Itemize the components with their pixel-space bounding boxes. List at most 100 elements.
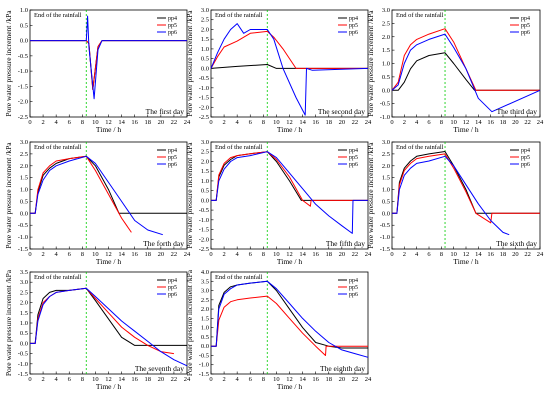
x-axis-label: Time / h [453,257,478,266]
plot-frame [29,9,188,118]
legend-label-pp6: pp6 [349,292,358,298]
legend-label-pp4: pp4 [349,278,358,284]
y-tick-label: -2.0 [199,104,209,111]
legend-label-pp4: pp4 [168,278,177,284]
x-tick-label: 16 [487,119,494,126]
rainfall-end-annotation: End of the rainfall [215,274,263,281]
y-tick-label: -0.5 [380,101,390,108]
y-axis-label: Pore water pressure increment /kPa [185,269,194,376]
x-tick-label: 8 [440,119,443,126]
y-tick-label: 3.0 [382,139,390,146]
y-tick-label: -2.5 [18,114,28,121]
y-axis-label: Pore water pressure increment /kPa [366,10,375,117]
y-tick-label: -0.5 [199,75,209,82]
x-tick-label: 22 [524,251,531,258]
x-tick-label: 0 [209,251,212,258]
x-tick-label: 10 [273,251,280,258]
x-tick-label: 12 [463,119,470,126]
y-tick-label: 2.5 [20,151,28,158]
x-tick-label: 8 [81,376,84,383]
x-tick-label: 10 [450,119,457,126]
x-axis-label: Time / h [453,125,478,134]
y-tick-label: -1.5 [199,95,209,102]
x-tick-label: 0 [28,251,31,258]
y-tick-label: 1.5 [20,175,28,182]
legend-label-pp5: pp5 [168,285,177,291]
rainfall-end-annotation: End of the rainfall [34,12,82,19]
chart-panel-2: 0 2 4 6 8 10 12 14 16 18 20 22 24-2.5-2.0-1.5-1.0-0.… [185,7,372,134]
x-tick-label: 22 [352,251,359,258]
y-tick-label: 0.0 [201,65,209,72]
day-label: The second day [318,107,365,116]
legend-label-pp6: pp6 [521,162,530,168]
y-tick-label: 0.5 [20,330,28,337]
day-label: The forth day [143,239,184,248]
legend-label-pp4: pp4 [168,16,177,22]
x-tick-label: 18 [326,251,333,258]
y-tick-label: 0.0 [20,210,28,217]
y-tick-label: 2.0 [20,300,28,307]
x-tick-label: 22 [352,119,359,126]
legend-label-pp5: pp5 [349,285,358,291]
y-tick-label: 1.0 [201,178,209,185]
rainfall-end-annotation: End of the rainfall [34,144,82,151]
y-tick-label: 3.0 [382,7,390,14]
y-tick-label: -1.5 [18,371,28,378]
y-tick-label: 2.5 [20,289,28,296]
y-tick-label: 2.0 [20,163,28,170]
x-tick-label: 6 [68,251,72,258]
y-tick-label: 1.0 [20,7,28,14]
y-tick-label: 0.0 [201,197,209,204]
x-tick-label: 0 [209,119,212,126]
x-tick-label: 2 [222,119,225,126]
x-tick-label: 6 [427,119,431,126]
y-axis-label: Pore water pressure increment /kPa [366,142,375,249]
x-tick-label: 4 [415,119,419,126]
y-axis-label: Pore water pressure increment /kPa [4,142,13,249]
y-tick-label: -1.0 [199,362,209,369]
legend-label-pp6: pp6 [349,162,358,168]
series-line-pp5 [392,153,540,224]
x-tick-label: 18 [145,251,152,258]
x-tick-label: 4 [415,251,419,258]
series-line-pp4 [30,155,187,214]
x-tick-label: 16 [312,251,319,258]
y-tick-label: 2.0 [382,34,390,41]
x-tick-label: 16 [312,119,319,126]
x-tick-label: 10 [92,119,99,126]
legend-label-pp6: pp6 [349,30,358,36]
x-tick-label: 10 [92,251,99,258]
x-tick-label: 0 [390,251,393,258]
x-tick-label: 14 [118,251,125,258]
y-tick-label: -2.5 [199,246,209,253]
x-tick-label: 10 [273,119,280,126]
legend-label-pp6: pp6 [521,30,530,36]
y-tick-label: 3.0 [20,139,28,146]
x-tick-label: 16 [131,119,138,126]
series-line-pp6 [30,15,187,100]
legend-label-pp5: pp5 [349,23,358,29]
day-label: The fifth day [326,239,365,248]
x-tick-label: 20 [512,251,519,258]
x-tick-label: 20 [158,119,165,126]
legend-label-pp5: pp5 [521,23,530,29]
legend-label-pp5: pp5 [521,155,530,161]
legend-label-pp4: pp4 [349,148,358,154]
y-tick-label: -1.0 [18,361,28,368]
y-tick-label: 3.0 [201,288,209,295]
legend-label-pp4: pp4 [349,16,358,22]
x-tick-label: 2 [403,119,406,126]
x-tick-label: 12 [105,119,112,126]
y-tick-label: 2.0 [201,306,209,313]
y-tick-label: 4.0 [201,269,209,276]
y-tick-label: 0.0 [20,340,28,347]
x-tick-label: 10 [273,376,280,383]
legend-label-pp6: pp6 [168,162,177,168]
x-tick-label: 18 [145,119,152,126]
legend-label-pp5: pp5 [349,155,358,161]
x-tick-label: 6 [427,251,431,258]
series-line-pp5 [210,30,368,69]
y-tick-label: -1.5 [199,227,209,234]
rainfall-end-annotation: End of the rainfall [215,144,263,151]
x-tick-label: 2 [41,251,44,258]
